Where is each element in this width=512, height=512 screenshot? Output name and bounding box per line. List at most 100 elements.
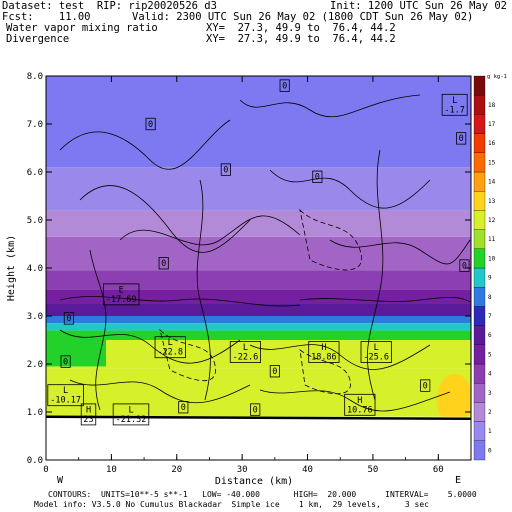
dataset-line: Dataset: test RIP: rip20020526 d3 [2, 0, 217, 12]
contour-label-8: E-17.69 [102, 283, 140, 306]
moisture-band-10 [46, 167, 471, 211]
svg-text:L: L [63, 386, 68, 396]
colorbar-label-11: 11 [488, 236, 496, 243]
colorbar-cell-16 [473, 133, 486, 153]
colorbar-cell-15 [473, 152, 486, 173]
y-axis-title: Height (km) [6, 235, 17, 301]
colorbar-label-10: 10 [488, 255, 496, 262]
colorbar-label-2: 2 [488, 409, 492, 416]
svg-text:0: 0 [161, 259, 166, 269]
colorbar-label-13: 13 [488, 198, 496, 205]
colorbar-cell-19 [473, 75, 486, 96]
field-1-xy: XY= 27.3, 49.9 to 76.4, 44.2 [206, 22, 396, 34]
divergence-contour-13 [196, 179, 211, 401]
moisture-band-4 [46, 316, 471, 324]
forecast-line: Fcst: 11.00 [2, 11, 91, 23]
colorbar-cell-6 [473, 325, 486, 345]
divergence-contour-9 [249, 344, 431, 370]
colorbar-label-9: 9 [488, 275, 492, 282]
contour-label-3: 0 [456, 132, 467, 145]
contour-label-13: L-25.6 [360, 341, 392, 363]
colorbar-label-18: 18 [488, 102, 496, 109]
colorbar-cell-1 [473, 421, 486, 441]
x-tick-label-0: 0 [43, 465, 48, 475]
y-tick-label-1: 1.0 [27, 408, 43, 418]
svg-text:-25.6: -25.6 [363, 353, 389, 363]
contour-label-14: 0 [60, 355, 71, 368]
contour-label-9: 0 [63, 312, 74, 325]
contour-label-18: H10.76 [344, 393, 376, 416]
west-label: W [57, 475, 64, 486]
contour-label-12: H18.86 [308, 341, 340, 363]
moisture-band-3 [46, 323, 471, 331]
field-1-name: Water vapor mixing ratio [6, 22, 158, 34]
colorbar-label-7: 7 [488, 313, 492, 320]
contour-label-21: H23 [80, 403, 97, 426]
contour-label-6: 0 [158, 257, 169, 270]
colorbar-cell-4 [473, 363, 486, 384]
divergence-contour-3 [269, 169, 431, 209]
colorbar-unit: g kg-1 [487, 74, 507, 80]
colorbar-label-17: 17 [488, 121, 496, 128]
colorbar-label-5: 5 [488, 351, 492, 358]
contour-label-16: 0 [420, 379, 431, 392]
divergence-contour-14 [366, 149, 384, 401]
colorbar-label-8: 8 [488, 294, 492, 301]
divergence-contour-11 [259, 389, 451, 412]
colorbar-cell-7 [473, 306, 486, 326]
colorbar-cell-8 [473, 287, 486, 307]
colorbar-cell-17 [473, 114, 486, 134]
contour-label-17: L-10.17 [47, 384, 84, 407]
divergence-contour-2 [79, 185, 251, 253]
y-tick-label-8: 8.0 [27, 72, 43, 82]
contour-label-1: 0 [279, 79, 290, 92]
colorbar-cell-3 [473, 383, 486, 403]
divergence-contour-10 [69, 379, 251, 404]
terrain-mask [46, 416, 471, 460]
colorbar-cell-12 [473, 210, 486, 230]
svg-text:0: 0 [253, 405, 258, 415]
svg-text:L: L [452, 96, 457, 106]
negative-contour-2 [299, 349, 351, 395]
moisture-band-5 [46, 304, 471, 316]
divergence-contour-layer [59, 94, 471, 412]
divergence-contour-7 [299, 296, 471, 303]
x-tick-label-4: 40 [302, 465, 313, 475]
svg-text:-17.69: -17.69 [106, 295, 137, 305]
x-axis-title: Distance (km) [215, 476, 293, 487]
x-tick-label-3: 30 [237, 465, 248, 475]
svg-text:-21.32: -21.32 [116, 415, 147, 425]
svg-text:L: L [374, 343, 379, 353]
contour-label-10: L-22.8 [154, 336, 186, 359]
svg-text:0: 0 [462, 261, 467, 271]
x-tick-label-2: 20 [171, 465, 182, 475]
colorbar-label-16: 16 [488, 140, 496, 147]
contour-label-2: 0 [145, 117, 156, 131]
colorbar-cell-10 [473, 248, 486, 269]
colorbar-cell-18 [473, 95, 486, 115]
y-tick-label-3: 3.0 [27, 312, 43, 322]
init-line: Init: 1200 UTC Sun 26 May 02 [330, 0, 508, 12]
svg-text:H: H [86, 405, 91, 415]
colorbar-label-0: 0 [488, 447, 492, 454]
moisture-band-0 [46, 368, 471, 417]
divergence-contour-5 [329, 239, 471, 265]
colorbar-label-1: 1 [488, 428, 492, 435]
y-tick-label-7: 7.0 [27, 120, 43, 130]
svg-text:0: 0 [315, 173, 320, 183]
svg-text:L: L [168, 338, 173, 348]
svg-text:0: 0 [148, 120, 153, 130]
colorbar-cell-13 [473, 191, 486, 211]
moist-patch-west [46, 337, 106, 367]
colorbar-label-4: 4 [488, 371, 492, 378]
colorbar-label-3: 3 [488, 390, 492, 397]
svg-text:0: 0 [282, 81, 287, 91]
y-tick-label-5: 5.0 [27, 216, 43, 226]
y-tick-label-0: 0.0 [27, 456, 43, 466]
divergence-contour-6 [59, 296, 301, 307]
contour-label-11: L-22.6 [229, 341, 261, 363]
svg-text:0: 0 [459, 134, 464, 144]
contour-label-0: L-1.7 [441, 93, 468, 116]
